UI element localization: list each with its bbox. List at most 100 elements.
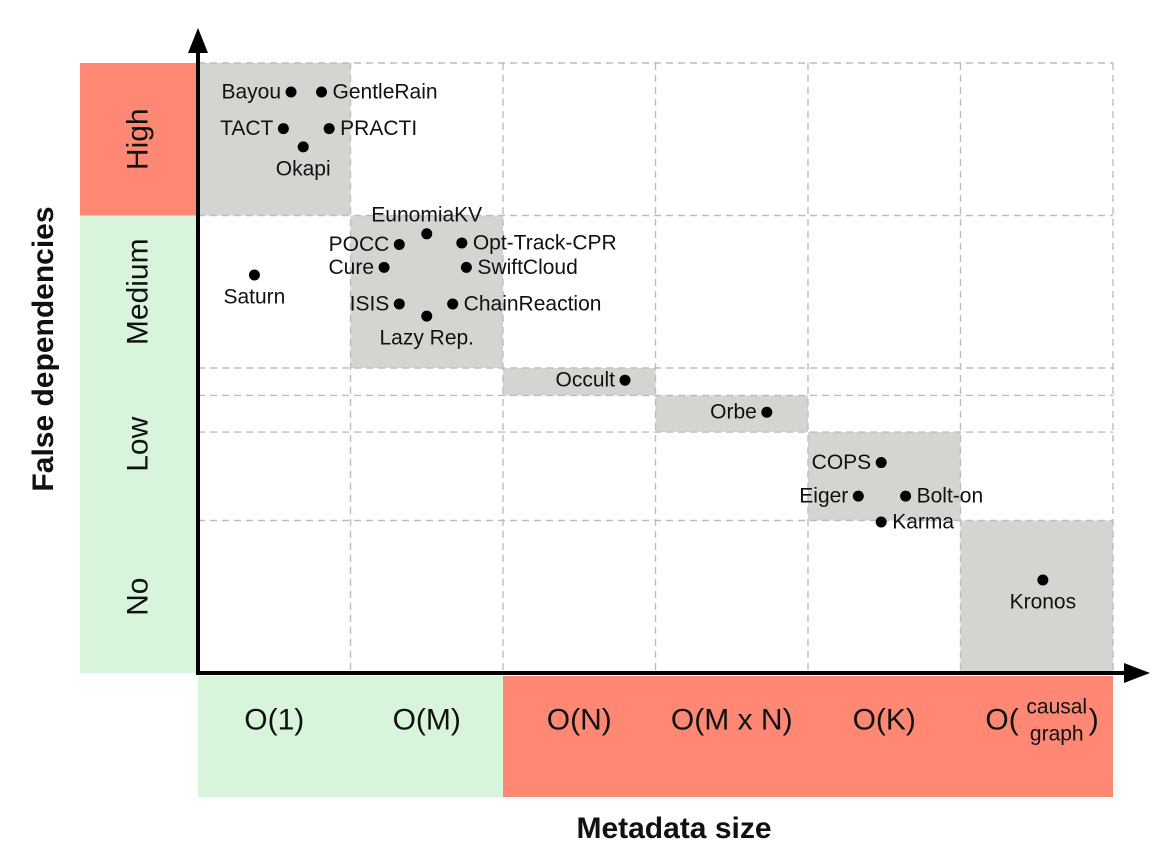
point-label: ChainReaction: [464, 292, 602, 315]
point-label: Kronos: [1010, 590, 1077, 613]
x-band-o-n: [503, 676, 656, 797]
point-marker: [393, 298, 405, 310]
point-marker: [421, 228, 433, 240]
point-opt-track-cpr: Opt-Track-CPR: [456, 231, 617, 254]
region-5: [808, 432, 961, 521]
point-lazy-rep: Lazy Rep.: [379, 310, 474, 350]
point-okapi: Okapi: [276, 141, 331, 180]
point-bolt-on: Bolt-on: [900, 485, 983, 508]
x-band-o-k: [808, 676, 961, 797]
point-label: COPS: [812, 451, 872, 474]
x-tick-label-o-k: O(K): [853, 704, 916, 737]
point-label: PRACTI: [340, 117, 417, 140]
x-axis-title: Metadata size: [576, 812, 771, 845]
point-marker: [421, 310, 433, 322]
y-tick-label-high: High: [122, 108, 155, 170]
y-axis-arrow: [188, 28, 208, 53]
point-cure: Cure: [329, 256, 390, 279]
y-tick-label-low: Low: [122, 416, 155, 471]
point-marker: [852, 490, 864, 502]
x-tick-label-o-1: O(1): [244, 704, 304, 737]
y-band-low: [80, 368, 196, 521]
x-tick-label-prefix: O(: [985, 704, 1018, 737]
x-tick-label-top: causal: [1026, 696, 1087, 719]
x-tick-label-o-m: O(M): [393, 704, 461, 737]
x-tick-label-bottom: graph: [1030, 723, 1084, 746]
point-marker: [761, 406, 773, 418]
x-tick-label-suffix: ): [1089, 704, 1099, 737]
x-band-o-m-x-n: [655, 676, 808, 797]
region-6: [960, 520, 1113, 673]
point-label: Lazy Rep.: [379, 327, 474, 350]
axes: [188, 28, 1150, 683]
point-label: Opt-Track-CPR: [473, 231, 617, 254]
x-tick-label-o-n: O(N): [547, 704, 612, 737]
point-occult: Occult: [555, 369, 631, 392]
point-label: GentleRain: [333, 80, 438, 103]
point-cops: COPS: [812, 451, 887, 474]
point-chainreaction: ChainReaction: [447, 292, 601, 315]
point-gentlerain: GentleRain: [316, 80, 438, 103]
x-axis-arrow: [1124, 663, 1150, 683]
point-bayou: Bayou: [221, 80, 297, 103]
point-marker: [378, 261, 390, 273]
point-marker: [1037, 574, 1049, 586]
x-tick-label-o-causal-graph: O( causal graph): [985, 696, 1098, 746]
y-band-medium: [80, 215, 196, 368]
point-saturn: Saturn: [223, 269, 285, 308]
point-label: TACT: [220, 117, 273, 140]
y-tick-label-no: No: [122, 578, 155, 616]
region-2: [350, 215, 503, 368]
point-label: Karma: [892, 511, 954, 534]
point-practi: PRACTI: [323, 117, 417, 140]
point-marker: [875, 457, 887, 469]
point-marker: [447, 298, 459, 310]
point-label: ISIS: [350, 292, 390, 315]
point-marker: [316, 86, 328, 98]
point-marker: [285, 86, 297, 98]
point-marker: [323, 123, 335, 135]
point-eunomiakv: EunomiaKV: [371, 203, 482, 240]
point-label: Orbe: [710, 401, 757, 424]
grid: [198, 62, 1114, 673]
y-axis-title: False dependencies: [27, 206, 60, 491]
point-marker: [460, 261, 472, 273]
point-label: SwiftCloud: [477, 256, 577, 279]
regions: [198, 63, 1113, 673]
point-isis: ISIS: [350, 292, 405, 315]
point-orbe: Orbe: [710, 401, 773, 424]
y-band-no: [80, 520, 196, 673]
point-marker: [393, 238, 405, 250]
point-label: Occult: [555, 369, 615, 392]
x-band-o-1: [198, 676, 351, 797]
point-kronos: Kronos: [1010, 574, 1077, 613]
point-label: Bayou: [221, 80, 281, 103]
x-band-o-m: [350, 676, 503, 797]
point-label: Eiger: [799, 485, 848, 508]
point-label: Saturn: [223, 285, 285, 308]
point-label: EunomiaKV: [371, 203, 482, 226]
point-marker: [248, 269, 260, 281]
point-marker: [456, 237, 468, 249]
x-band-o-causal-graph: [960, 676, 1113, 797]
point-label: POCC: [329, 233, 390, 256]
point-marker: [297, 141, 309, 153]
x-tick-label-o-m-x-n: O(M x N): [671, 704, 793, 737]
point-swiftcloud: SwiftCloud: [460, 256, 578, 279]
band-labels: No Low Medium High O(1) O(M) O(N) O(M x N) O(K) O…: [122, 108, 1099, 745]
points: Bayou GentleRain TACT PRACTI Okapi Saturn Euno…: [220, 80, 1076, 613]
point-karma: Karma: [875, 511, 954, 534]
x-bands: [198, 676, 1113, 797]
point-label: Cure: [329, 256, 375, 279]
y-bands: [80, 63, 196, 673]
point-marker: [900, 490, 912, 502]
region-4: [655, 395, 808, 433]
y-band-high: [80, 63, 196, 216]
point-marker: [875, 516, 887, 528]
point-label: Bolt-on: [917, 485, 984, 508]
point-tact: TACT: [220, 117, 289, 140]
point-marker: [619, 374, 631, 386]
point-label: Okapi: [276, 157, 331, 180]
point-pocc: POCC: [329, 233, 405, 256]
